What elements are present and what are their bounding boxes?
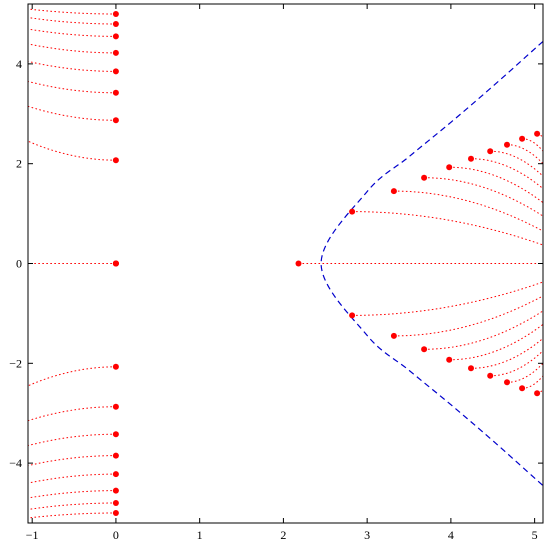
trajectory-curve [424, 177, 544, 217]
data-point [487, 372, 494, 379]
data-point [519, 135, 526, 142]
data-point [112, 260, 119, 267]
trajectory-curve [27, 60, 116, 72]
trajectory-curve [27, 140, 116, 161]
trajectory-curve [470, 158, 544, 189]
trajectory-curve [506, 144, 544, 165]
data-point [112, 431, 119, 438]
trajectory-curve [27, 455, 116, 467]
y-tick-label: −4 [9, 456, 22, 470]
trajectory-curve [27, 28, 116, 37]
trajectory-curve [424, 310, 544, 350]
data-point [446, 164, 453, 171]
frame-layer [27, 3, 544, 524]
data-point [487, 148, 494, 155]
data-point [112, 510, 119, 516]
trajectory-curve [27, 490, 116, 499]
y-tick-label: 2 [16, 157, 22, 171]
data-point [349, 208, 356, 215]
data-point [112, 471, 119, 478]
data-point [468, 155, 474, 162]
trajectory-curve [27, 473, 116, 484]
points-layer [112, 11, 541, 516]
x-tick-label: 3 [364, 528, 370, 542]
y-tick-label: 4 [16, 57, 22, 71]
data-point [390, 332, 397, 339]
x-tick-label: 5 [532, 528, 538, 542]
trajectory-curve [449, 166, 544, 203]
trajectory-curve [27, 406, 116, 422]
trajectory-curve [27, 502, 116, 510]
trajectory-curve [393, 295, 544, 337]
data-point [112, 487, 119, 494]
data-point [112, 68, 119, 75]
trajectory-curve [522, 138, 544, 152]
data-point [519, 385, 526, 392]
data-point [390, 188, 397, 195]
ticks-layer: −1 0 1 2 3 4 5 −4 −2 0 2 4 [9, 4, 543, 542]
trajectory-curve [27, 366, 116, 387]
data-point [112, 500, 119, 506]
data-point [112, 363, 119, 370]
trajectory-layer [27, 8, 544, 519]
trajectory-curve [490, 350, 544, 377]
data-point [112, 49, 119, 56]
trajectory-curve [490, 150, 544, 177]
trajectory-curve [506, 362, 544, 383]
x-tick-label: 0 [113, 528, 119, 542]
data-point [112, 33, 119, 40]
trajectory-curve [27, 8, 116, 15]
x-tick-label: 2 [280, 528, 286, 542]
x-tick-label: 1 [197, 528, 203, 542]
data-point [349, 312, 356, 319]
data-point [421, 346, 428, 353]
data-point [504, 141, 510, 148]
data-point [446, 356, 453, 363]
y-tick-label: −2 [9, 356, 22, 370]
trajectory-curve [352, 281, 544, 316]
data-point [295, 260, 302, 267]
trajectory-curve [522, 375, 544, 389]
plot-frame [27, 3, 544, 524]
trajectory-curve [449, 324, 544, 361]
x-tick-label: −1 [26, 528, 39, 542]
data-point [112, 11, 119, 17]
trajectory-curve [27, 433, 116, 447]
data-point [534, 130, 541, 137]
data-point [112, 157, 119, 164]
data-point [112, 89, 119, 96]
trajectory-curve [27, 43, 116, 54]
trajectory-curve [27, 105, 116, 121]
x-tick-label: 4 [448, 528, 454, 542]
data-point [534, 390, 541, 397]
data-point [468, 365, 474, 372]
trajectory-curve [27, 512, 116, 519]
trajectory-curve [27, 17, 116, 25]
trajectory-curve [470, 338, 544, 369]
trajectory-curve [352, 211, 544, 246]
data-point [112, 403, 119, 410]
trajectory-curve [393, 190, 544, 232]
data-point [421, 174, 428, 181]
data-point [112, 452, 119, 459]
data-point [112, 117, 119, 124]
data-point [504, 379, 510, 386]
data-point [112, 21, 119, 27]
trajectory-curve [27, 80, 116, 94]
y-tick-label: 0 [16, 257, 22, 271]
